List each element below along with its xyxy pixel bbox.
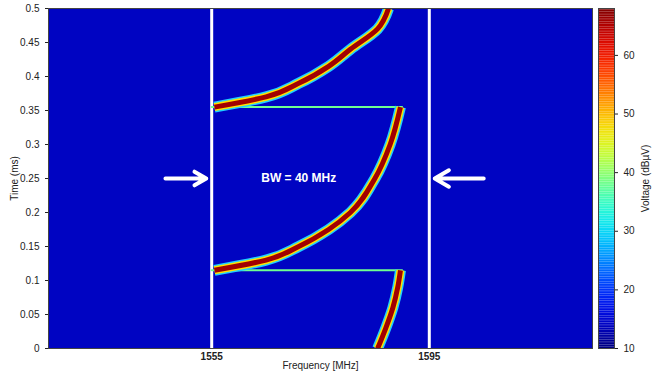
svg-text:0.1: 0.1 (26, 275, 40, 286)
svg-text:10: 10 (624, 343, 636, 354)
svg-text:30: 30 (624, 225, 636, 236)
svg-text:0.25: 0.25 (20, 173, 40, 184)
svg-text:40: 40 (624, 167, 636, 178)
svg-text:0.3: 0.3 (26, 139, 40, 150)
svg-text:20: 20 (624, 284, 636, 295)
svg-text:0.45: 0.45 (20, 37, 40, 48)
svg-text:0.5: 0.5 (26, 3, 40, 14)
svg-text:1595: 1595 (418, 351, 441, 362)
svg-text:0.2: 0.2 (26, 207, 40, 218)
svg-text:BW = 40 MHz: BW = 40 MHz (261, 171, 336, 185)
svg-text:Frequency [MHz]: Frequency [MHz] (282, 360, 358, 371)
svg-text:50: 50 (624, 108, 636, 119)
svg-text:Voltage (dBµV): Voltage (dBµV) (640, 145, 651, 212)
svg-text:0: 0 (34, 343, 40, 354)
svg-text:0.15: 0.15 (20, 241, 40, 252)
svg-text:Time (ms): Time (ms) (9, 156, 20, 201)
svg-text:1555: 1555 (201, 351, 224, 362)
svg-text:0.4: 0.4 (26, 71, 40, 82)
svg-text:0.35: 0.35 (20, 105, 40, 116)
svg-text:60: 60 (624, 50, 636, 61)
svg-text:0.05: 0.05 (20, 309, 40, 320)
